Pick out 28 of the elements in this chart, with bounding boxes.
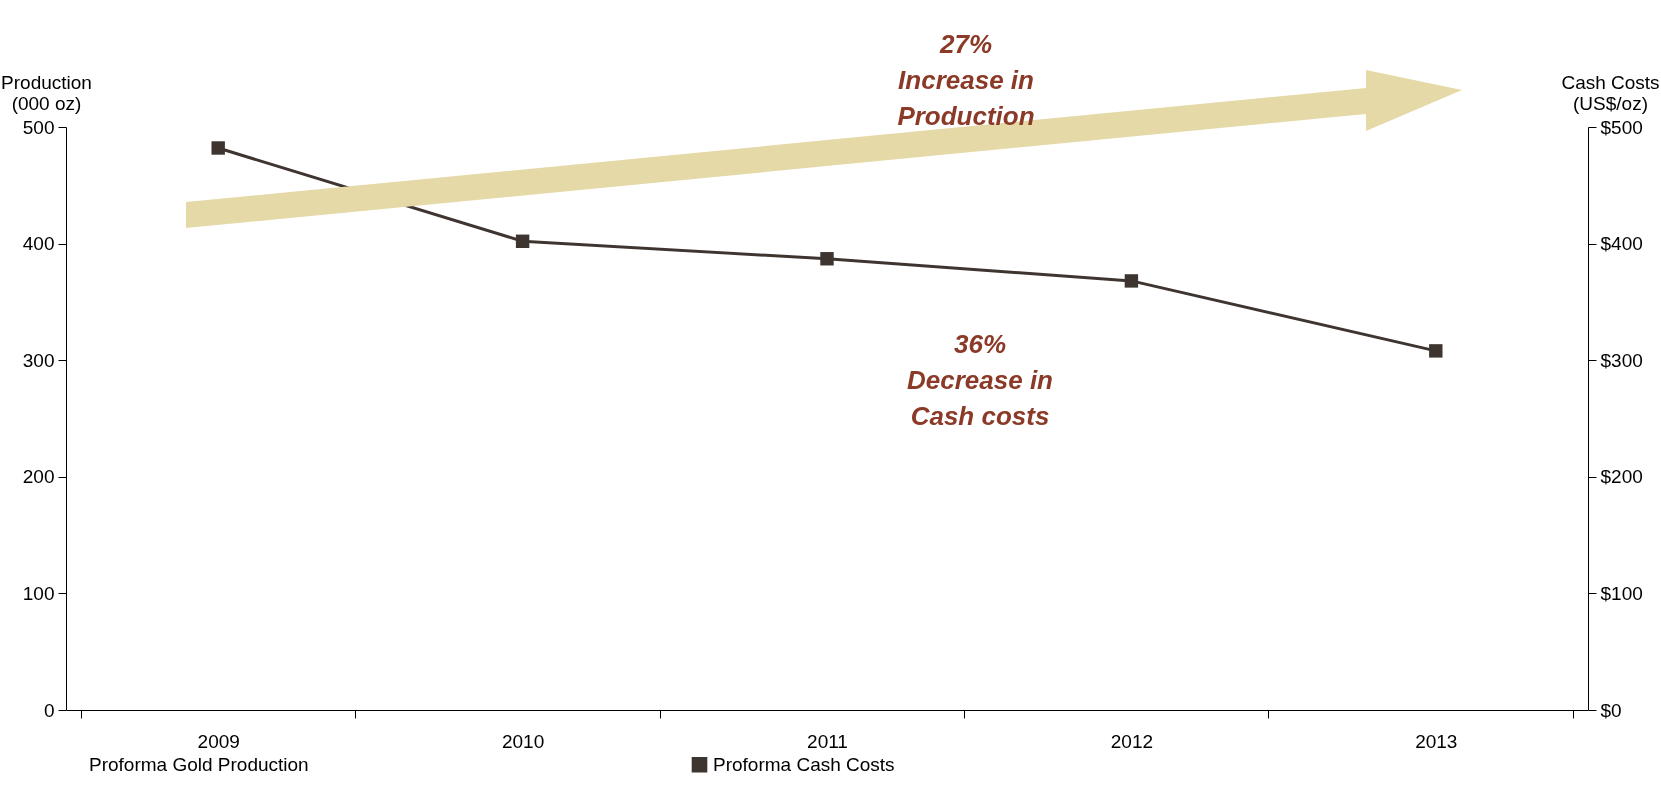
x-tick-label: 2010 [501, 730, 545, 752]
y-tick-label: 400 [22, 233, 55, 255]
x-tick-label: 2009 [197, 730, 240, 752]
y2-tick-label: $400 [1600, 233, 1643, 255]
point [1124, 274, 1139, 288]
y2-axis-title: Cash Costs (US$/oz) [1561, 71, 1660, 114]
y2-tick-label: $500 [1600, 116, 1643, 138]
y2-tick-label: $0 [1600, 699, 1622, 721]
point [820, 252, 834, 266]
y-tick-label: 0 [43, 699, 55, 721]
text: Proforma Gold Production [89, 753, 309, 775]
legend-label: Proforma Cash Costs [713, 753, 895, 775]
annotation: 36% Decrease in Cash costs [907, 329, 1053, 431]
y-tick-label: 300 [22, 349, 55, 371]
x-tick-label: 2013 [1415, 730, 1458, 752]
y2-tick-label: $200 [1600, 466, 1643, 488]
point [515, 234, 530, 248]
y2-tick-label: $300 [1600, 349, 1643, 371]
y-axis-title: Production (000 oz) [1, 71, 92, 114]
x-tick-label: 2011 [807, 730, 848, 752]
point [1429, 344, 1443, 358]
y-tick-label: 500 [22, 116, 55, 138]
annotation: 27% Increase in Production [897, 29, 1035, 131]
x-tick-label: 2012 [1110, 730, 1154, 752]
y2-tick-label: $100 [1600, 582, 1643, 604]
y-tick-label: 200 [22, 466, 55, 488]
point [211, 141, 225, 155]
y-tick-label: 100 [22, 582, 55, 604]
